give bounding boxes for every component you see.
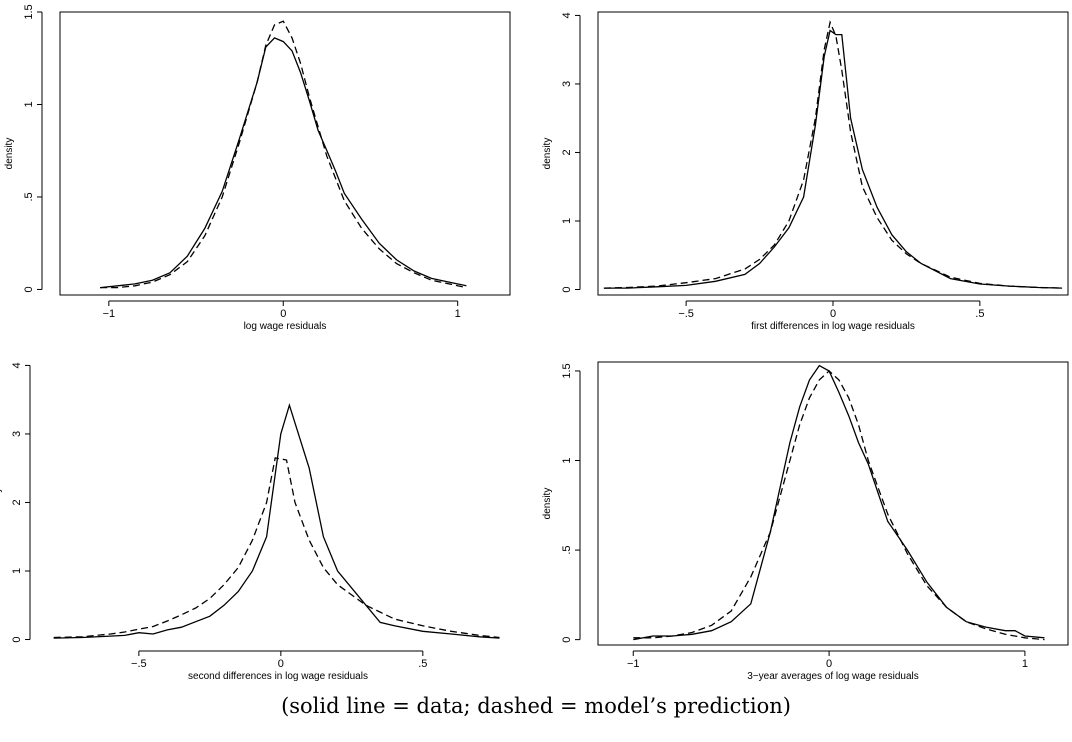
- y-tick-label: 1.5: [561, 363, 573, 378]
- x-tick-label: 0: [278, 658, 284, 670]
- y-tick-label: 1: [11, 568, 23, 574]
- series-data-line: [633, 364, 1045, 641]
- x-tick-label: .5: [975, 308, 984, 320]
- x-tick-label: 1: [455, 308, 461, 320]
- y-tick-label: 3: [11, 431, 23, 437]
- y-axis-label: density: [542, 488, 553, 520]
- y-tick-label: .5: [23, 192, 35, 201]
- x-tick-label: 1: [1022, 658, 1028, 670]
- x-tick-label: −.5: [131, 658, 147, 670]
- chart-panel-3-year-averages: 0 .5 1 1.5 density −1 0 1 3−year averages of log…: [542, 361, 1069, 682]
- chart-panel-second-differences: 0 1 2 3 4 density −.5 0 .5 second differences in …: [0, 362, 500, 682]
- series-model-line: [53, 457, 500, 639]
- y-tick-label: 2: [11, 499, 23, 505]
- x-tick-label: 0: [826, 658, 832, 670]
- y-axis-label: density: [0, 488, 3, 520]
- y-tick-label: 1: [23, 101, 35, 107]
- x-tick-label: −1: [627, 658, 640, 670]
- y-tick-label: 0: [11, 636, 23, 642]
- y-tick-label: 0: [561, 286, 573, 292]
- x-axis-label: log wage residuals: [244, 321, 327, 332]
- y-tick-label: 4: [561, 12, 573, 18]
- x-axis-label: 3−year averages of log wage residuals: [747, 671, 919, 682]
- series-model-line: [603, 20, 1063, 289]
- x-tick-label: −.5: [678, 308, 694, 320]
- plot-frame: [597, 361, 1069, 646]
- y-tick-label: 4: [11, 362, 23, 368]
- series-model-line: [100, 20, 467, 289]
- x-tick-label: .5: [418, 658, 427, 670]
- x-tick-label: −1: [103, 308, 116, 320]
- y-axis-label: density: [4, 138, 15, 170]
- x-axis-label: first differences in log wage residuals: [751, 321, 915, 332]
- x-axis-label: second differences in log wage residuals: [188, 671, 368, 682]
- y-axis-label: density: [542, 138, 553, 170]
- y-tick-label: 3: [561, 81, 573, 87]
- y-tick-label: 0: [23, 286, 35, 292]
- series-data-line: [53, 402, 500, 639]
- series-data-line: [100, 37, 467, 289]
- y-tick-label: 1: [561, 218, 573, 224]
- x-tick-label: 0: [280, 308, 286, 320]
- y-tick-label: 0: [561, 637, 573, 643]
- x-tick-label: 0: [830, 308, 836, 320]
- y-tick-label: 1.5: [23, 4, 35, 19]
- y-tick-label: 2: [561, 149, 573, 155]
- plot-frame: [59, 11, 511, 296]
- series-model-line: [633, 370, 1045, 641]
- figure-caption: (solid line = data; dashed = model’s pre…: [281, 694, 791, 718]
- chart-panel-log-wage-residuals: 0 .5 1 1.5 density −1 0 1 log wage residuals: [4, 4, 511, 332]
- plot-frame: [597, 11, 1069, 296]
- y-tick-label: .5: [561, 545, 573, 554]
- series-data-line: [603, 29, 1063, 289]
- chart-panel-first-differences: 0 1 2 3 4 density −.5 0 .5 first differences in l…: [542, 11, 1069, 332]
- y-tick-label: 1: [561, 457, 573, 463]
